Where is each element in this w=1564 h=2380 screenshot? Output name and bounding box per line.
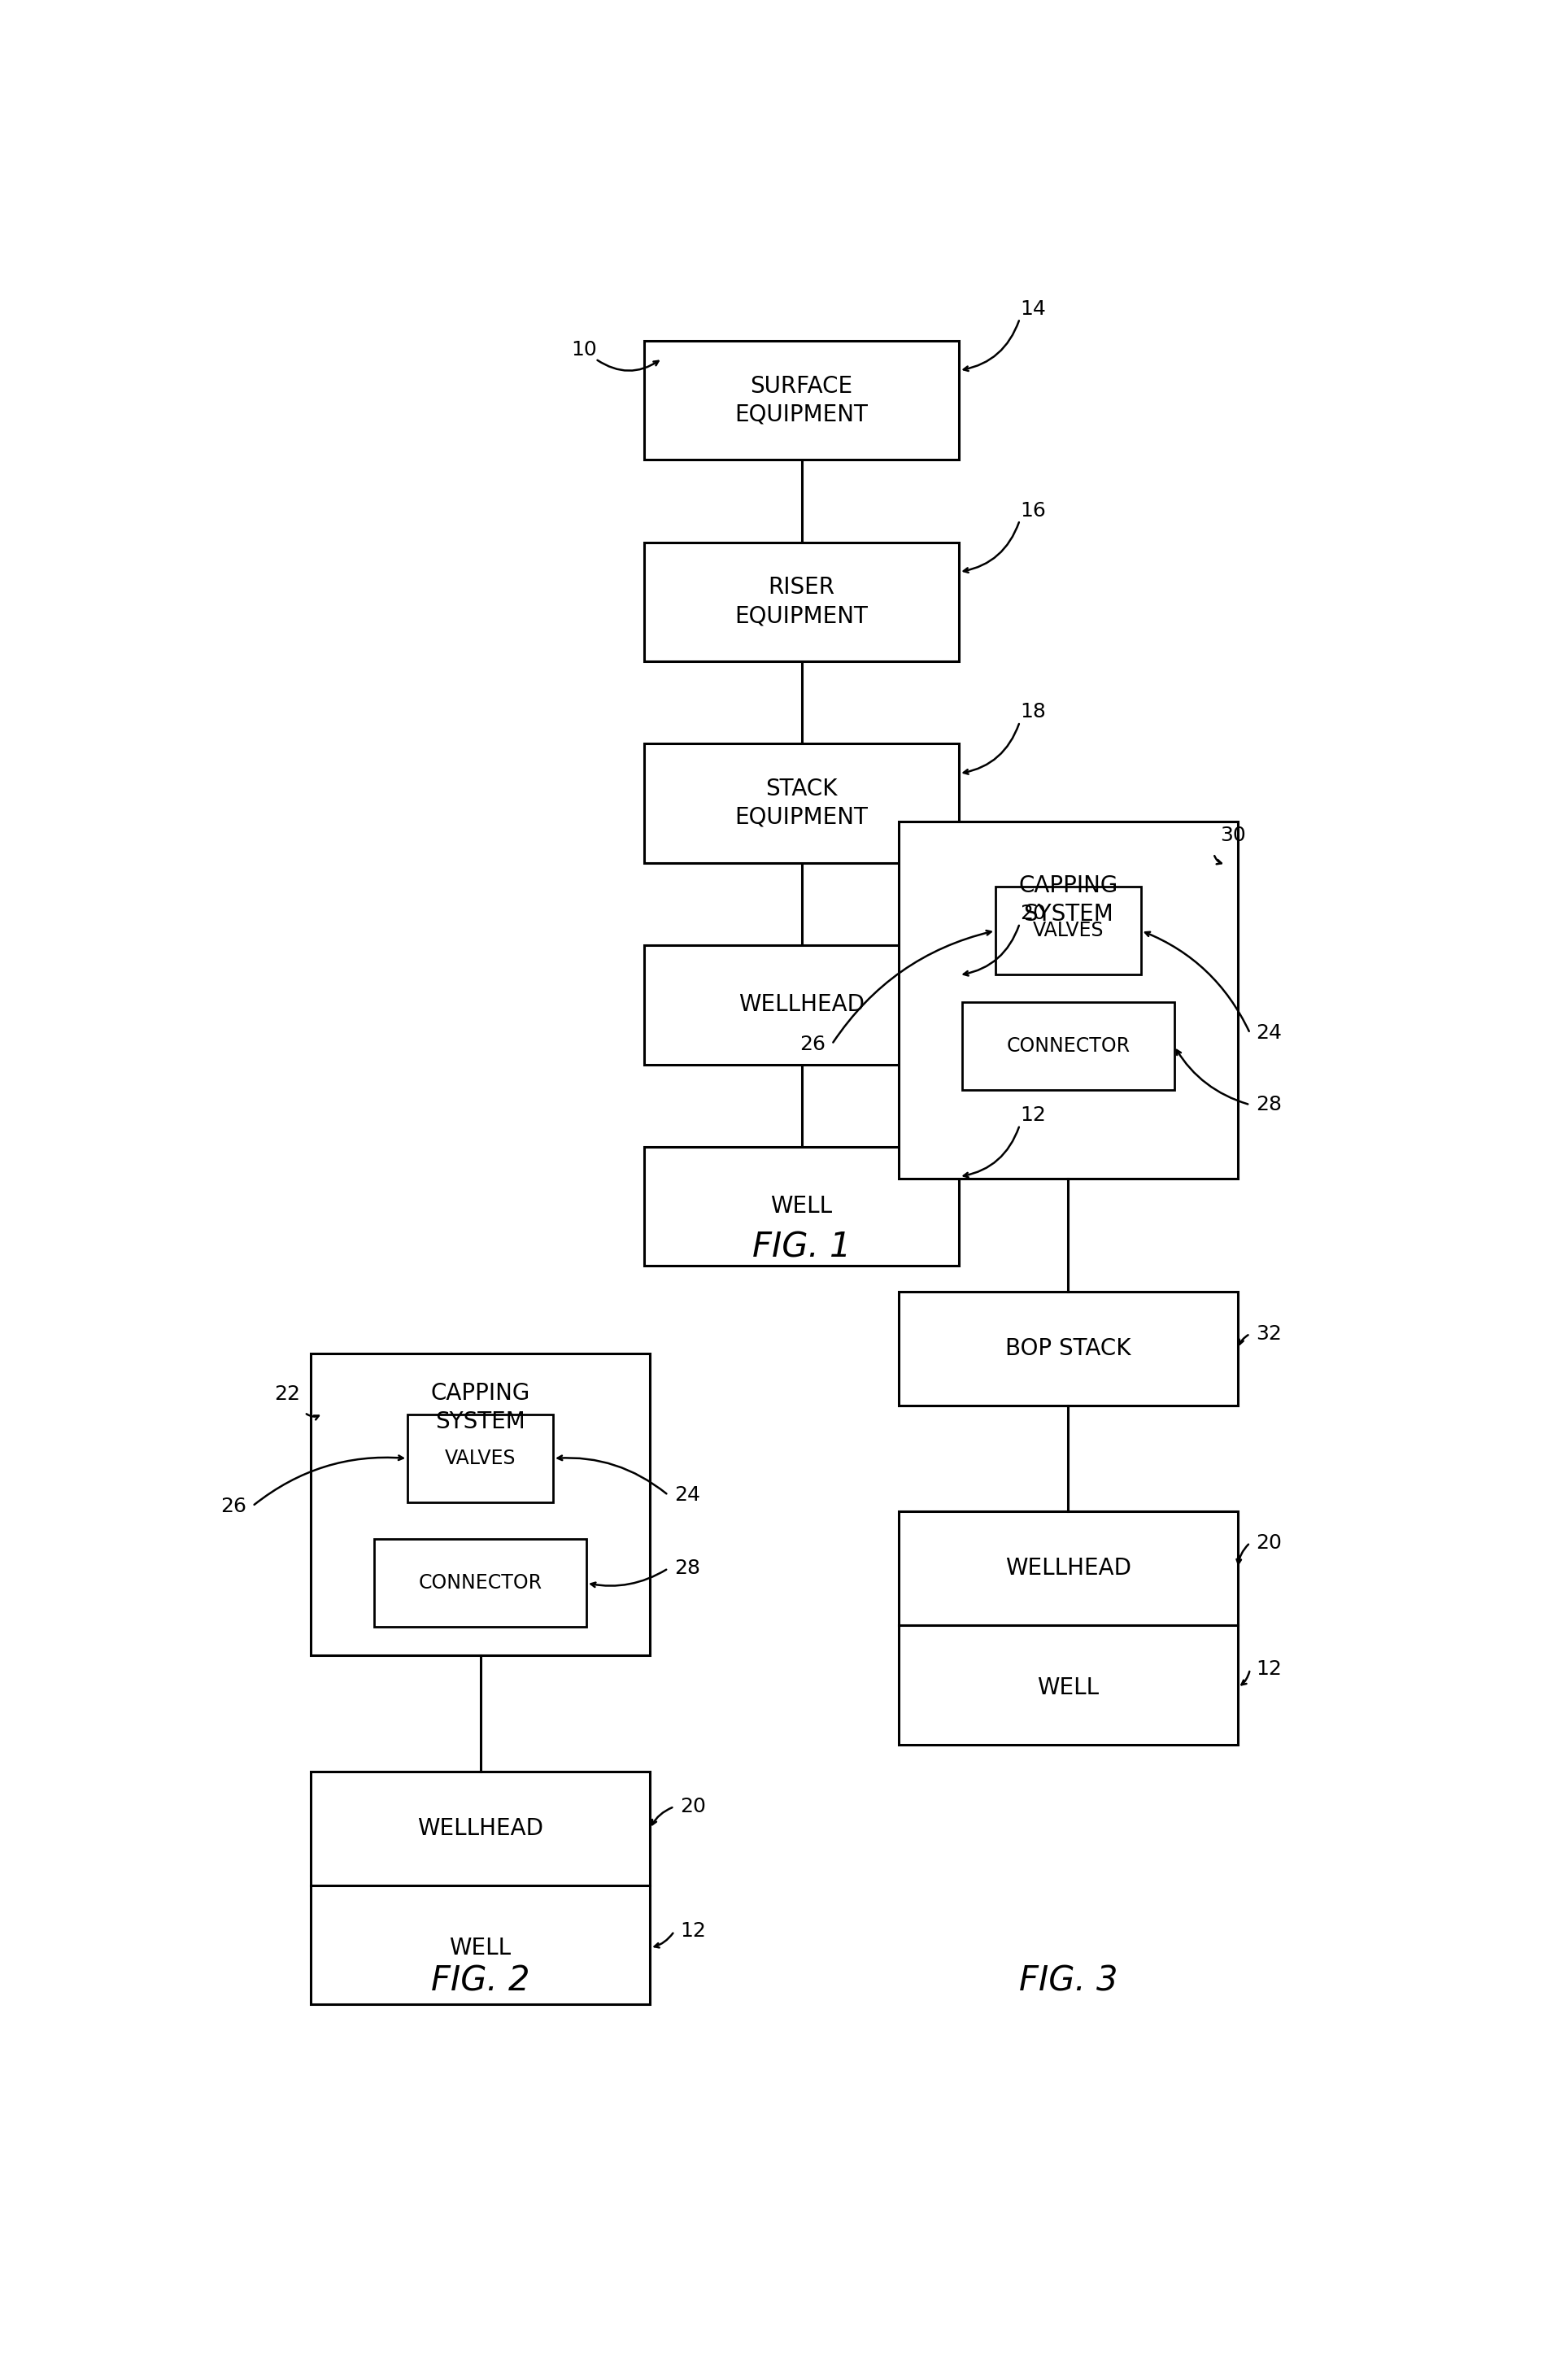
Text: CAPPING
SYSTEM: CAPPING SYSTEM — [430, 1383, 530, 1433]
Bar — [899, 821, 1239, 1178]
Text: 12: 12 — [1256, 1659, 1282, 1678]
Text: WELL: WELL — [1037, 1676, 1099, 1699]
Bar — [644, 543, 959, 662]
Bar — [644, 743, 959, 864]
Text: 18: 18 — [1020, 702, 1046, 721]
Text: 22: 22 — [274, 1385, 300, 1404]
Text: RISER
EQUIPMENT: RISER EQUIPMENT — [735, 576, 868, 628]
Bar — [311, 1354, 651, 1656]
Bar — [408, 1414, 554, 1502]
Text: 30: 30 — [1220, 826, 1245, 845]
Text: STACK
EQUIPMENT: STACK EQUIPMENT — [735, 778, 868, 828]
Text: 20: 20 — [680, 1797, 707, 1816]
Bar — [374, 1540, 586, 1628]
Text: 16: 16 — [1020, 500, 1046, 521]
Text: WELLHEAD: WELLHEAD — [418, 1818, 543, 1840]
Text: FIG. 3: FIG. 3 — [1018, 1964, 1118, 1997]
Text: 28: 28 — [1256, 1095, 1282, 1114]
Text: 20: 20 — [1256, 1533, 1282, 1552]
Text: VALVES: VALVES — [444, 1449, 516, 1468]
Text: WELL: WELL — [449, 1937, 511, 1959]
Text: 32: 32 — [1256, 1323, 1282, 1345]
Text: CONNECTOR: CONNECTOR — [419, 1573, 543, 1592]
Text: VALVES: VALVES — [1032, 921, 1104, 940]
Bar — [644, 945, 959, 1064]
Text: CAPPING
SYSTEM: CAPPING SYSTEM — [1018, 876, 1118, 926]
Bar — [311, 1771, 651, 2004]
Bar — [996, 888, 1142, 976]
Text: 12: 12 — [680, 1921, 707, 1942]
Text: WELL: WELL — [771, 1195, 832, 1219]
Bar — [644, 1147, 959, 1266]
Text: 24: 24 — [1256, 1023, 1282, 1042]
Text: 26: 26 — [221, 1497, 247, 1516]
Text: 26: 26 — [799, 1035, 826, 1054]
Text: FIG. 1: FIG. 1 — [752, 1230, 851, 1264]
Text: 12: 12 — [1020, 1104, 1046, 1126]
Text: 20: 20 — [1020, 904, 1046, 923]
Text: 28: 28 — [674, 1559, 701, 1578]
Bar — [899, 1511, 1239, 1745]
Bar — [899, 1292, 1239, 1404]
Text: 24: 24 — [674, 1485, 701, 1504]
Text: SURFACE
EQUIPMENT: SURFACE EQUIPMENT — [735, 374, 868, 426]
Text: WELLHEAD: WELLHEAD — [738, 992, 865, 1016]
Text: 10: 10 — [571, 340, 597, 359]
Text: FIG. 2: FIG. 2 — [432, 1964, 530, 1997]
Text: WELLHEAD: WELLHEAD — [1006, 1557, 1131, 1580]
Bar — [644, 340, 959, 459]
Bar — [962, 1002, 1175, 1090]
Text: BOP STACK: BOP STACK — [1006, 1338, 1131, 1359]
Text: CONNECTOR: CONNECTOR — [1006, 1035, 1131, 1057]
Text: 14: 14 — [1020, 300, 1046, 319]
